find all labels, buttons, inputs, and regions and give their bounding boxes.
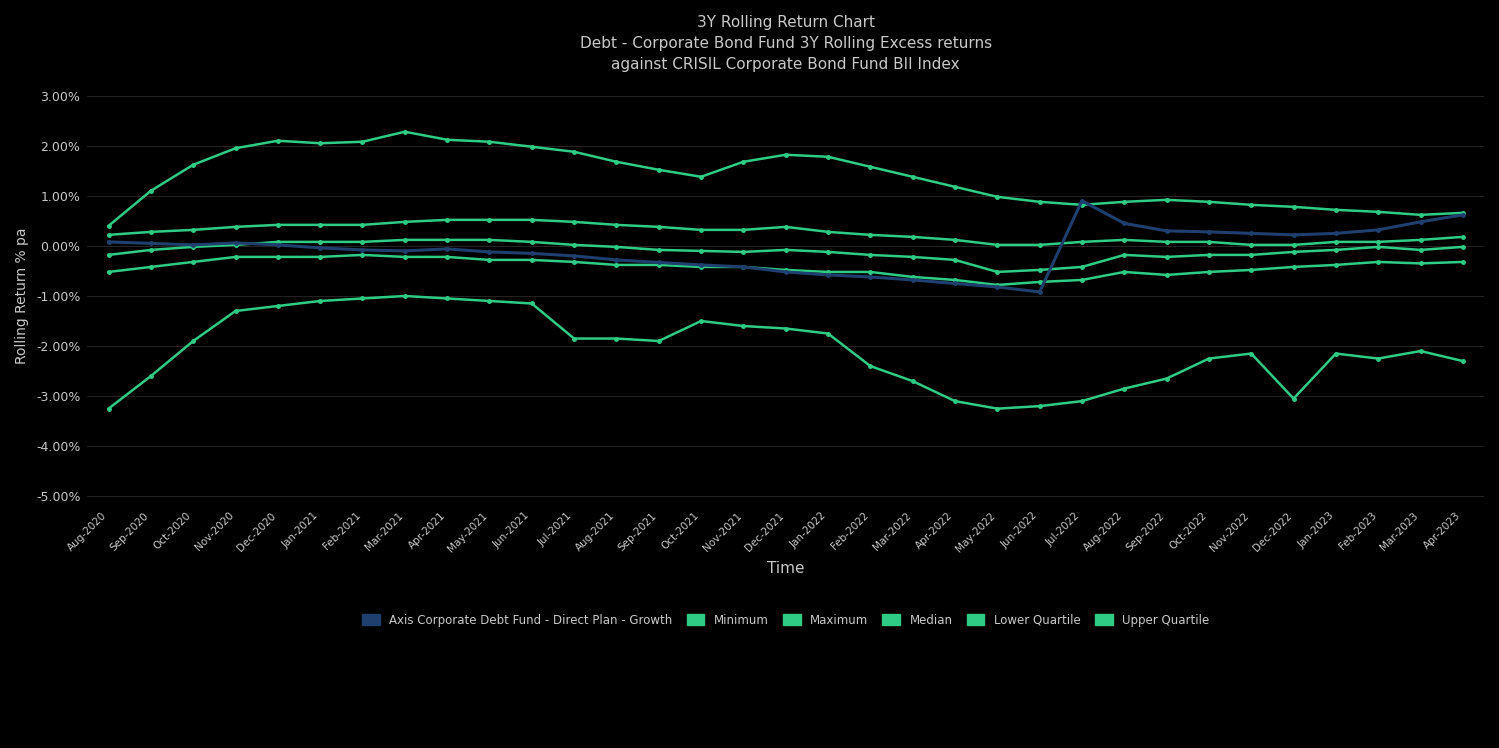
Title: 3Y Rolling Return Chart
Debt - Corporate Bond Fund 3Y Rolling Excess returns
aga: 3Y Rolling Return Chart Debt - Corporate… — [580, 15, 992, 72]
X-axis label: Time: Time — [767, 561, 805, 576]
Y-axis label: Rolling Return % pa: Rolling Return % pa — [15, 227, 28, 364]
Legend: Axis Corporate Debt Fund - Direct Plan - Growth, Minimum, Maximum, Median, Lower: Axis Corporate Debt Fund - Direct Plan -… — [363, 613, 1210, 627]
